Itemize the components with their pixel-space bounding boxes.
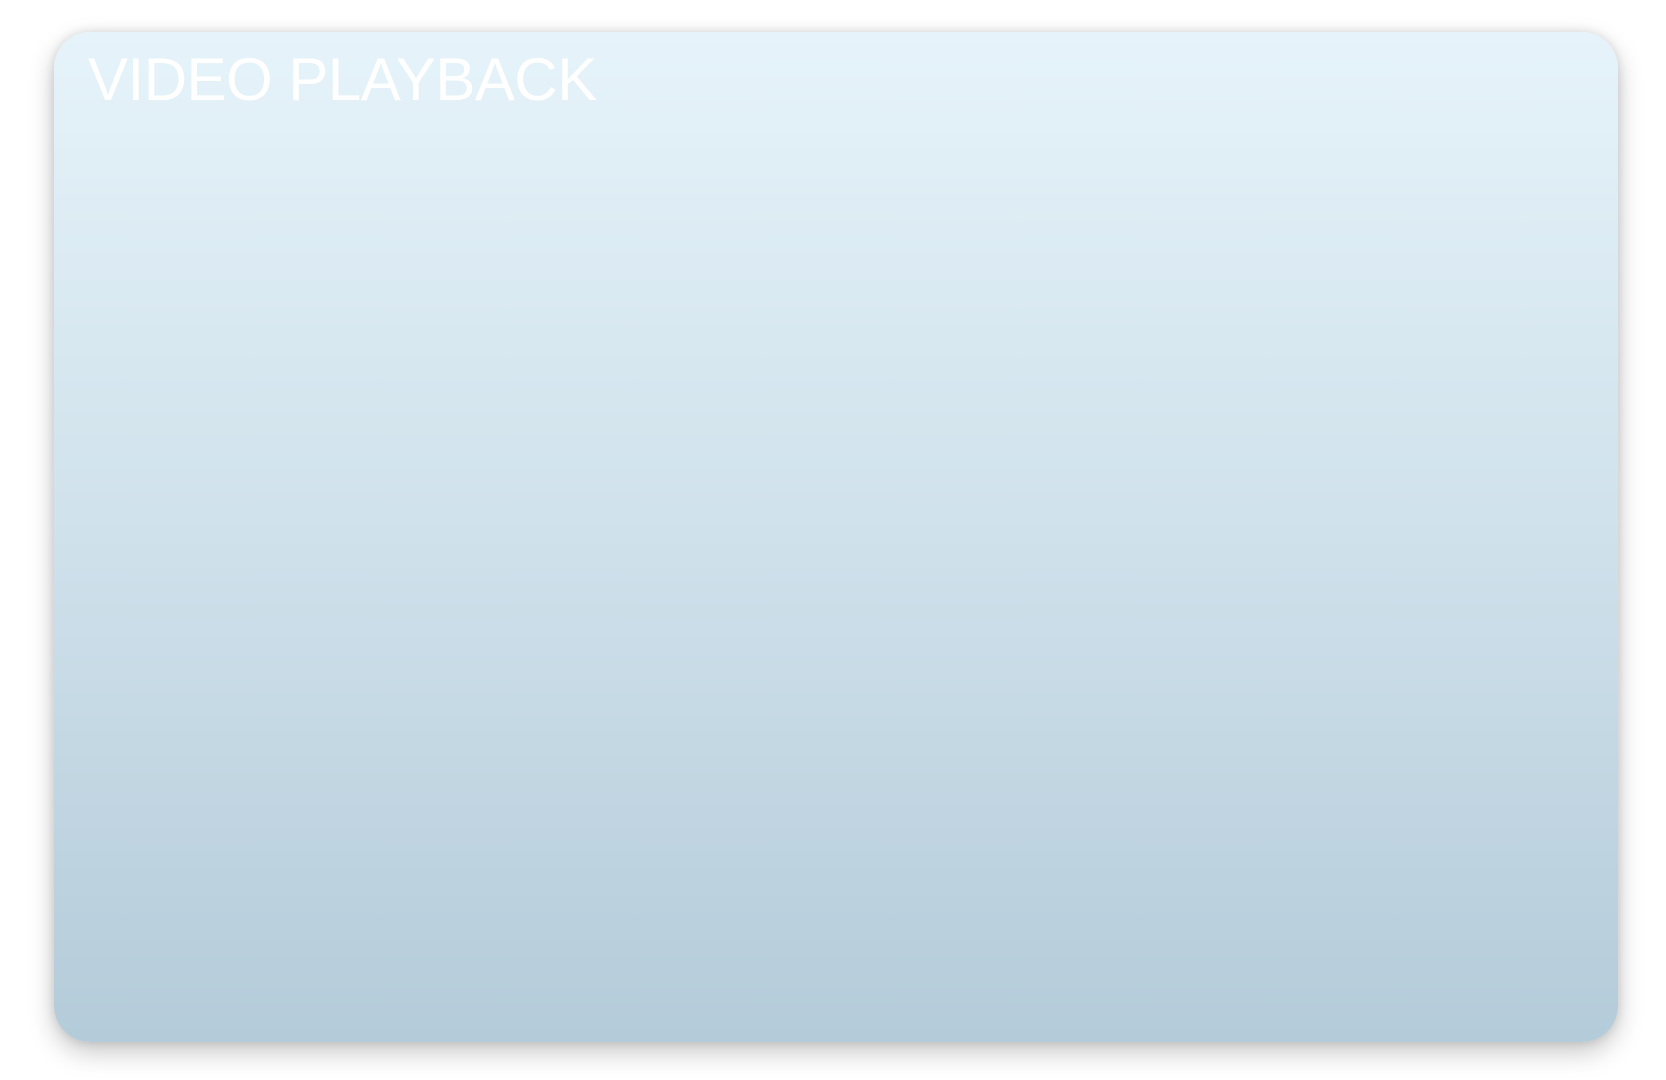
panel-title: VIDEO PLAYBACK [88, 46, 597, 113]
video-playback-panel: VIDEO PLAYBACK [54, 32, 1618, 1042]
